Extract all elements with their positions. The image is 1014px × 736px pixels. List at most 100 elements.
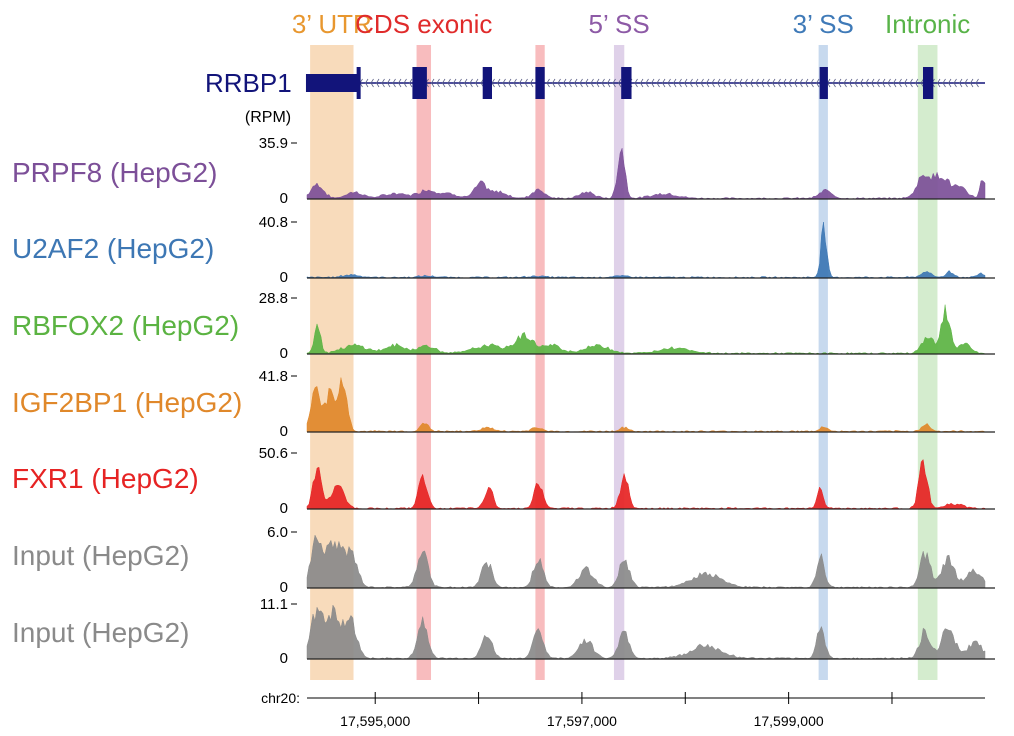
strand-chevron <box>843 78 847 88</box>
highlight-band <box>416 45 432 680</box>
track-name-label: Input (HepG2) <box>12 617 189 648</box>
strand-chevron <box>706 78 710 88</box>
strand-chevron <box>464 78 468 88</box>
strand-chevron <box>431 78 435 88</box>
strand-chevron <box>805 78 809 88</box>
y-unit-label: (RPM) <box>245 109 291 126</box>
strand-chevron <box>475 78 479 88</box>
y-max-label: 40.8 <box>259 214 288 231</box>
x-tick-label: 17,595,000 <box>340 713 410 729</box>
strand-chevron <box>557 78 561 88</box>
strand-chevron <box>546 78 550 88</box>
strand-chevron <box>480 78 484 88</box>
strand-chevron <box>794 78 798 88</box>
signal-area <box>306 458 986 510</box>
strand-chevron <box>744 78 748 88</box>
strand-chevron <box>871 78 875 88</box>
strand-chevron <box>568 78 572 88</box>
strand-chevron <box>667 78 671 88</box>
strand-chevron <box>937 78 941 88</box>
track: FXR1 (HepG2) 50.6 0 <box>12 445 995 517</box>
strand-chevron <box>409 78 413 88</box>
y-max-label: 6.0 <box>267 524 288 541</box>
y-min-label: 0 <box>280 190 288 207</box>
strand-chevron <box>948 78 952 88</box>
strand-chevron <box>656 78 660 88</box>
track-name-label: Input (HepG2) <box>12 540 189 571</box>
exon-block <box>356 67 361 99</box>
strand-chevron <box>403 78 407 88</box>
strand-chevron <box>887 78 891 88</box>
gene-name-label: RRBP1 <box>205 68 292 98</box>
y-max-label: 50.6 <box>259 445 288 462</box>
track-name-label: PRPF8 (HepG2) <box>12 157 217 188</box>
track-name-label: FXR1 (HepG2) <box>12 463 199 494</box>
strand-chevron <box>799 78 803 88</box>
strand-chevron <box>508 78 512 88</box>
strand-chevron <box>849 78 853 88</box>
x-tick-label: 17,599,000 <box>754 713 824 729</box>
strand-chevron <box>387 78 391 88</box>
strand-chevron <box>975 78 979 88</box>
strand-chevron <box>739 78 743 88</box>
track-name-label: RBFOX2 (HepG2) <box>12 310 239 341</box>
category-label: 5’ SS <box>589 9 650 39</box>
strand-chevron <box>953 78 957 88</box>
strand-chevron <box>909 78 913 88</box>
strand-chevron <box>783 78 787 88</box>
strand-chevron <box>370 78 374 88</box>
highlight-band <box>613 45 625 680</box>
strand-chevron <box>766 78 770 88</box>
strand-chevron <box>365 78 369 88</box>
strand-chevron <box>469 78 473 88</box>
strand-chevron <box>832 78 836 88</box>
strand-chevron <box>733 78 737 88</box>
strand-chevron <box>728 78 732 88</box>
strand-chevron <box>436 78 440 88</box>
strand-chevron <box>563 78 567 88</box>
strand-chevron <box>772 78 776 88</box>
strand-chevron <box>552 78 556 88</box>
strand-chevron <box>458 78 462 88</box>
strand-chevron <box>777 78 781 88</box>
y-max-label: 11.1 <box>260 596 288 613</box>
category-label: Intronic <box>885 9 970 39</box>
strand-chevron <box>970 78 974 88</box>
strand-chevron <box>964 78 968 88</box>
strand-chevron <box>634 78 638 88</box>
strand-chevron <box>689 78 693 88</box>
strand-chevron <box>502 78 506 88</box>
strand-chevron <box>750 78 754 88</box>
strand-chevron <box>717 78 721 88</box>
exon-block <box>922 67 934 99</box>
strand-chevron <box>700 78 704 88</box>
strand-chevron <box>640 78 644 88</box>
track: RBFOX2 (HepG2) 28.8 0 <box>12 290 995 362</box>
strand-chevron <box>755 78 759 88</box>
exon-block <box>819 67 828 99</box>
strand-chevron <box>711 78 715 88</box>
strand-chevron <box>816 78 820 88</box>
y-min-label: 0 <box>280 423 288 440</box>
track: Input (HepG2) 6.0 0 <box>12 524 995 596</box>
track-name-label: U2AF2 (HepG2) <box>12 233 214 264</box>
strand-chevron <box>607 78 611 88</box>
signal-area <box>306 304 986 355</box>
signal-area <box>306 534 986 589</box>
strand-chevron <box>860 78 864 88</box>
strand-chevron <box>618 78 622 88</box>
strand-chevron <box>645 78 649 88</box>
x-axis-chrom-label: chr20: <box>261 690 300 706</box>
y-max-label: 35.9 <box>259 135 288 152</box>
strand-chevron <box>959 78 963 88</box>
track: Input (HepG2) 11.1 0 <box>12 596 995 667</box>
strand-chevron <box>590 78 594 88</box>
strand-chevron <box>524 78 528 88</box>
strand-chevron <box>381 78 385 88</box>
strand-chevron <box>442 78 446 88</box>
strand-chevron <box>398 78 402 88</box>
strand-chevron <box>601 78 605 88</box>
strand-chevron <box>579 78 583 88</box>
